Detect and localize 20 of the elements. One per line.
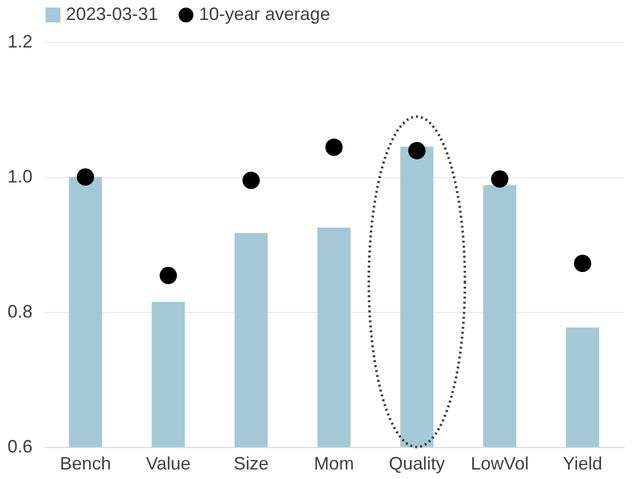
y-tick-label: 1.0 <box>7 166 32 186</box>
x-tick-label: Value <box>146 454 191 474</box>
point <box>574 254 592 272</box>
y-tick-label: 0.8 <box>7 302 32 322</box>
x-tick-label: Quality <box>388 454 445 474</box>
legend-label: 10-year average <box>199 4 330 24</box>
x-tick-label: Size <box>234 454 269 474</box>
x-tick-label: Yield <box>562 454 602 474</box>
point <box>160 266 177 284</box>
x-tick-label: Bench <box>60 454 111 474</box>
y-tick-label: 1.2 <box>7 32 32 52</box>
point <box>408 142 426 160</box>
y-tick-label: 0.6 <box>7 436 32 456</box>
point <box>491 170 508 188</box>
x-tick-label: LowVol <box>470 454 529 474</box>
point <box>76 168 94 186</box>
x-tick-label: Mom <box>314 454 354 474</box>
legend-label: 2023-03-31 <box>66 4 158 24</box>
point <box>325 138 343 156</box>
point <box>242 172 260 190</box>
